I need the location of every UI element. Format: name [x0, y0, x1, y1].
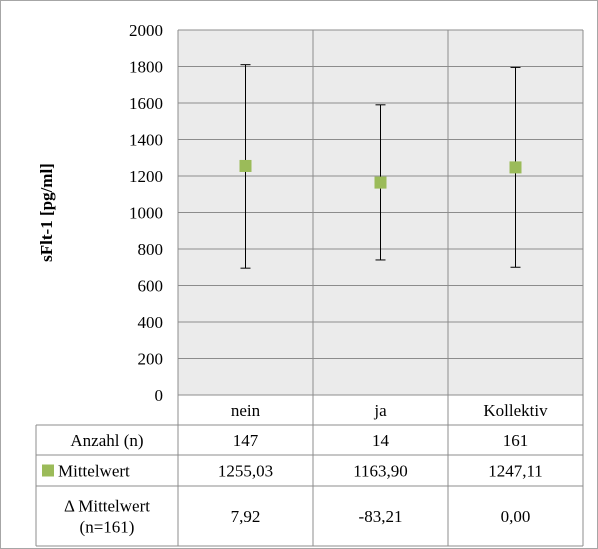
- y-tick-label: 1800: [129, 58, 163, 77]
- table-cell: 1247,11: [488, 462, 543, 481]
- table-cell: 1255,03: [218, 462, 273, 481]
- data-table: nein ja Kollektiv Anzahl (n) 147 14 161 Mittelw…: [35, 401, 583, 547]
- table-cell: 147: [233, 431, 259, 450]
- y-tick-label: 0: [155, 386, 164, 405]
- row-label: Anzahl (n): [70, 431, 143, 450]
- row-label-line: Δ Mittelwert: [64, 497, 150, 516]
- table-cell: 0,00: [501, 507, 531, 526]
- category-label: nein: [231, 401, 261, 420]
- y-tick-label: 200: [138, 350, 164, 369]
- data-points: [239, 159, 522, 189]
- table-cell: 14: [372, 431, 390, 450]
- y-axis-ticks: 0 200 400 600 800 1000 1200 1400 1600 1800 2000: [129, 21, 163, 405]
- category-label: Kollektiv: [483, 401, 548, 420]
- table-cell: -83,21: [359, 507, 403, 526]
- table-cell: 1163,90: [353, 462, 408, 481]
- data-point-Kollektiv: [509, 161, 522, 174]
- category-label: ja: [373, 401, 387, 420]
- y-tick-label: 1200: [129, 167, 163, 186]
- legend-label: Mittelwert: [58, 462, 130, 481]
- y-tick-label: 1000: [129, 204, 163, 223]
- table-cell: 7,92: [231, 507, 261, 526]
- row-label-line: (n=161): [80, 518, 135, 537]
- data-point-nein: [239, 159, 252, 172]
- table-cell: 161: [503, 431, 529, 450]
- y-tick-label: 400: [138, 313, 164, 332]
- y-tick-label: 2000: [129, 21, 163, 40]
- y-tick-label: 800: [138, 240, 164, 259]
- y-tick-label: 1600: [129, 94, 163, 113]
- legend-marker: [42, 464, 54, 477]
- data-point-ja: [374, 176, 387, 189]
- y-axis-label: sFlt-1 [pg/ml]: [37, 163, 56, 262]
- y-tick-label: 600: [138, 277, 164, 296]
- y-tick-label: 1400: [129, 131, 163, 150]
